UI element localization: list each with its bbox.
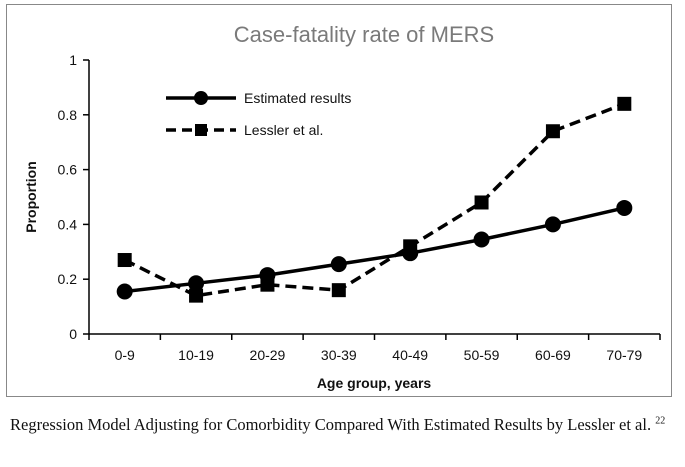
- data-point-estimated: [473, 231, 490, 248]
- caption-text: Regression Model Adjusting for Comorbidi…: [10, 415, 652, 434]
- x-tick-label: 10-19: [178, 347, 214, 363]
- chart: Case-fatality rate of MERS 0 0.2 0.4 0.6 0.8…: [23, 22, 661, 391]
- y-tick-label: 0.6: [58, 162, 78, 178]
- x-tick-label: 30-39: [321, 347, 357, 363]
- legend-label-lessler: Lessler et al.: [244, 122, 323, 138]
- data-point-estimated: [544, 216, 561, 233]
- legend-marker-lessler: [195, 124, 207, 136]
- data-point-lessler: [617, 96, 632, 111]
- y-tick-label: 0.4: [58, 216, 78, 232]
- series-line-estimated: [124, 206, 625, 294]
- data-point-lessler: [403, 239, 418, 254]
- x-tick-label: 20-29: [250, 347, 286, 363]
- data-point-lessler: [331, 283, 346, 298]
- x-tick-label: 60-69: [535, 347, 571, 363]
- data-point-estimated: [188, 275, 205, 292]
- y-tick-label: 0.2: [58, 271, 78, 287]
- legend-marker-estimated: [194, 91, 208, 105]
- x-tick-label: 40-49: [392, 347, 428, 363]
- x-tick-label: 50-59: [464, 347, 500, 363]
- y-axis-label: Proportion: [23, 161, 39, 233]
- legend: Estimated results Lessler et al.: [166, 90, 351, 138]
- x-axis-label: Age group, years: [317, 375, 432, 391]
- data-point-lessler: [117, 253, 132, 268]
- data-point-estimated: [616, 199, 633, 216]
- series-layer: [116, 96, 633, 303]
- data-point-lessler: [545, 124, 560, 139]
- x-ticks: 0-9 10-19 20-29 30-39 40-49 50-59 60-69 70-79: [88, 334, 661, 363]
- y-tick-label: 1: [69, 52, 77, 68]
- data-point-lessler: [474, 195, 489, 210]
- chart-title: Case-fatality rate of MERS: [234, 22, 494, 47]
- y-ticks: 0 0.2 0.4 0.6 0.8 1: [58, 52, 89, 342]
- x-tick-label: 0-9: [115, 347, 135, 363]
- y-tick-label: 0: [69, 326, 77, 342]
- data-point-estimated: [116, 283, 133, 300]
- figure-caption: Regression Model Adjusting for Comorbidi…: [10, 414, 670, 436]
- caption-reference: 22: [655, 415, 666, 427]
- data-point-lessler: [260, 277, 275, 292]
- x-tick-label: 70-79: [606, 347, 642, 363]
- legend-label-estimated: Estimated results: [244, 90, 351, 106]
- data-point-lessler: [189, 288, 204, 303]
- series-line-lessler: [123, 102, 625, 298]
- y-tick-label: 0.8: [58, 107, 78, 123]
- data-point-estimated: [330, 256, 347, 273]
- chart-frame: [6, 4, 672, 397]
